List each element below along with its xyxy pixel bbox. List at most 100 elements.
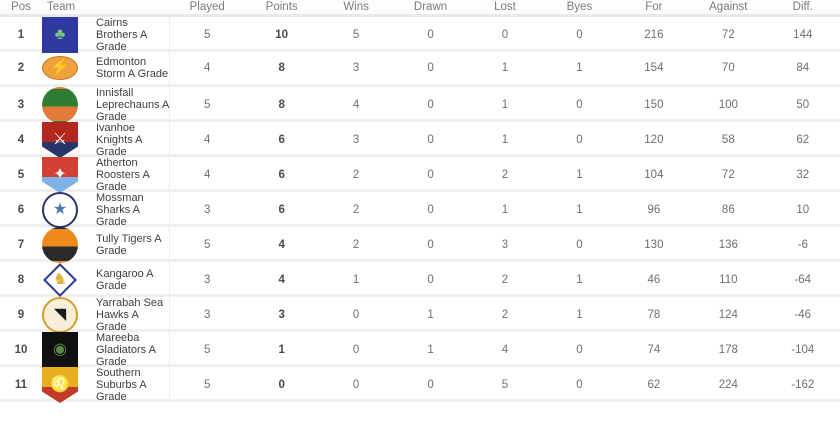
lost-value: 1 [501, 134, 509, 146]
against-value: 72 [721, 169, 735, 181]
team-name: Mossman Sharks A Grade [96, 192, 144, 228]
team-name: Edmonton Storm A Grade [96, 56, 169, 80]
table-row: 6 ★ Mossman Sharks A Grade 3 6 2 0 1 1 9… [0, 192, 840, 228]
mareeba-gladiators-logo: ◉ [42, 332, 78, 368]
played-value: 5 [204, 29, 211, 41]
position-value: 2 [17, 62, 25, 74]
edmonton-storm-logo: ⚡ [42, 56, 78, 80]
lost-value: 4 [501, 344, 509, 356]
for-value: 216 [644, 29, 664, 41]
team-name: Kangaroo A Grade [96, 268, 153, 292]
wins-value: 3 [352, 134, 360, 146]
byes-value: 1 [576, 274, 583, 286]
table-row: 11 ♌ Southern Suburbs A Grade 5 0 0 0 5 … [0, 367, 840, 403]
points-value: 6 [278, 169, 285, 181]
drawn-value: 1 [427, 309, 434, 321]
column-header-diff: Diff. [792, 1, 813, 13]
column-header-drawn: Drawn [413, 1, 448, 13]
drawn-value: 0 [427, 134, 434, 146]
team-name: Mareeba Gladiators A Grade [96, 332, 156, 368]
team-logo-glyph: ⚔ [52, 131, 68, 148]
position-value: 11 [14, 379, 28, 391]
wins-value: 0 [352, 379, 360, 391]
against-value: 136 [718, 239, 738, 251]
points-value: 10 [275, 29, 289, 41]
against-value: 178 [718, 344, 738, 356]
points-value: 3 [278, 309, 285, 321]
points-value: 8 [278, 62, 285, 74]
table-row: 8 ♞ Kangaroo A Grade 3 4 1 0 2 1 46 110 … [0, 262, 840, 298]
drawn-value: 0 [427, 239, 434, 251]
table-row: 7 Tully Tigers A Grade 5 4 2 0 3 0 130 1… [0, 227, 840, 263]
column-header-byes: Byes [566, 1, 593, 13]
lost-value: 1 [501, 99, 509, 111]
byes-value: 0 [576, 134, 583, 146]
diff-value: 62 [796, 134, 810, 146]
points-value: 0 [278, 379, 285, 391]
team-cell: ♣ Cairns Brothers A Grade [42, 17, 170, 53]
lost-value: 3 [501, 239, 509, 251]
southern-suburbs-logo: ♌ [42, 367, 78, 403]
diff-value: 10 [796, 204, 810, 216]
against-value: 124 [718, 309, 738, 321]
lost-value: 2 [501, 169, 509, 181]
column-header-against: Against [709, 1, 748, 13]
lost-value: 1 [501, 62, 509, 74]
diff-value: -64 [794, 274, 812, 286]
position-value: 7 [17, 239, 25, 251]
diff-value: -46 [794, 309, 812, 321]
team-cell: ◉ Mareeba Gladiators A Grade [42, 332, 170, 368]
team-logo-glyph: ♌ [50, 376, 70, 393]
position-value: 3 [17, 99, 25, 111]
diff-value: 32 [796, 169, 810, 181]
table-row: 9 ◥ Yarrabah Sea Hawks A Grade 3 3 0 1 2… [0, 297, 840, 333]
wins-value: 2 [352, 204, 360, 216]
for-value: 130 [644, 239, 664, 251]
drawn-value: 0 [427, 169, 434, 181]
lost-value: 0 [501, 29, 509, 41]
played-value: 5 [204, 344, 211, 356]
position-value: 5 [17, 169, 25, 181]
against-value: 86 [721, 204, 735, 216]
column-header-pos: Pos [11, 1, 31, 13]
for-value: 46 [647, 274, 661, 286]
against-value: 110 [719, 274, 738, 286]
team-name: Ivanhoe Knights A Grade [96, 122, 142, 158]
byes-value: 1 [576, 309, 583, 321]
points-value: 4 [278, 239, 285, 251]
wins-value: 2 [352, 169, 360, 181]
team-logo-glyph: ★ [52, 201, 68, 218]
points-value: 4 [278, 274, 285, 286]
table-row: 4 ⚔ Ivanhoe Knights A Grade 4 6 3 0 1 0 … [0, 122, 840, 158]
byes-value: 0 [576, 379, 583, 391]
team-cell: ⚡ Edmonton Storm A Grade [42, 52, 170, 84]
position-value: 1 [17, 29, 25, 41]
table-row: 1 ♣ Cairns Brothers A Grade 5 10 5 0 0 0… [0, 17, 840, 53]
mossman-sharks-logo: ★ [42, 192, 78, 228]
column-header-team: Team [47, 1, 76, 13]
drawn-value: 0 [427, 99, 434, 111]
byes-value: 1 [576, 62, 583, 74]
position-value: 6 [17, 204, 25, 216]
team-name: Innisfail Leprechauns A Grade [96, 87, 169, 123]
lost-value: 5 [501, 379, 509, 391]
table-header-row: Pos Team Played Points Wins Drawn Lost B… [0, 0, 840, 17]
column-header-for: For [645, 1, 663, 13]
team-logo-glyph: ◉ [53, 341, 67, 358]
column-header-wins: Wins [343, 1, 369, 13]
byes-value: 0 [576, 344, 583, 356]
table-row: 5 ✦ Atherton Roosters A Grade 4 6 2 0 2 … [0, 157, 840, 193]
played-value: 3 [204, 274, 211, 286]
team-name: Tully Tigers A Grade [96, 233, 162, 257]
team-name: Atherton Roosters A Grade [96, 157, 150, 193]
yarrabah-sea-hawks-logo: ◥ [42, 297, 78, 333]
lost-value: 2 [501, 309, 509, 321]
table-row: 2 ⚡ Edmonton Storm A Grade 4 8 3 0 1 1 1… [0, 52, 840, 87]
lost-value: 1 [501, 204, 509, 216]
team-logo-glyph: ◥ [53, 306, 67, 323]
team-cell: ♞ Kangaroo A Grade [42, 262, 170, 298]
against-value: 72 [721, 29, 735, 41]
position-value: 8 [17, 274, 25, 286]
played-value: 5 [204, 239, 211, 251]
innisfail-leprechauns-logo [42, 87, 78, 123]
